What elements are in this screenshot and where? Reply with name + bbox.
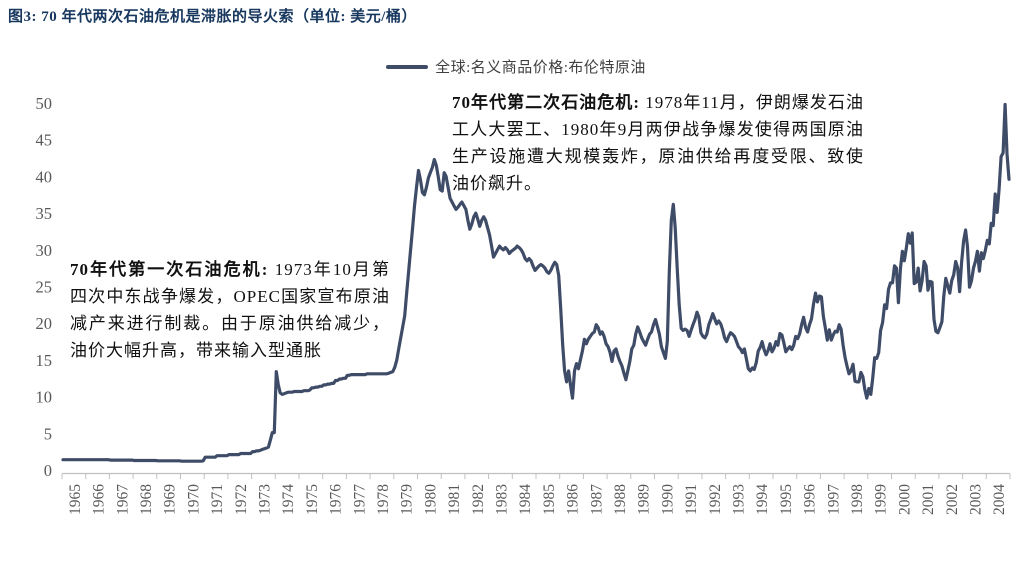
x-axis-label: 1992	[707, 484, 724, 515]
x-axis-label: 1985	[541, 484, 558, 515]
y-axis-label: 25	[36, 278, 53, 297]
legend-label: 全球:名义商品价格:布伦特原油	[435, 60, 646, 76]
x-axis-label: 1987	[588, 484, 605, 515]
x-axis-label: 1995	[778, 484, 795, 515]
x-axis-label: 1979	[399, 484, 416, 515]
x-axis-label: 1972	[233, 484, 250, 515]
x-axis-label: 1975	[304, 484, 321, 515]
annotation-second-oil-crisis: 70年代第二次石油危机: 1978年11月，伊朗爆发石油工人大罢工、1980年9…	[452, 89, 864, 197]
x-axis-label: 1966	[91, 484, 108, 515]
y-axis-label: 35	[36, 204, 53, 223]
x-axis-label: 1996	[802, 484, 819, 515]
x-axis-label: 1978	[375, 484, 392, 515]
legend-line-swatch	[386, 64, 429, 69]
legend: 全球:名义商品价格:布伦特原油	[0, 56, 1032, 77]
x-axis-label: 1986	[565, 484, 582, 515]
x-axis-label: 1970	[185, 484, 202, 515]
x-axis-label: 1991	[683, 484, 700, 515]
annotation-second-body: 1978年11月，伊朗爆发石油工人大罢工、1980年9月两伊战争爆发使得两国原油…	[452, 93, 864, 193]
x-axis-label: 1998	[849, 484, 866, 515]
x-axis-label: 1967	[114, 484, 131, 515]
y-axis-label: 30	[36, 241, 53, 260]
annotation-first-oil-crisis: 70年代第一次石油危机: 1973年10月第四次中东战争爆发，OPEC国家宣布原…	[70, 256, 390, 364]
x-axis-label: 1984	[517, 484, 534, 515]
x-axis-label: 1988	[612, 484, 629, 515]
annotation-first-lead: 70年代第一次石油危机:	[70, 260, 269, 279]
x-axis-label: 1969	[162, 484, 179, 515]
x-axis-label: 1977	[351, 484, 368, 515]
annotation-second-lead: 70年代第二次石油危机:	[452, 93, 640, 112]
y-axis-label: 0	[44, 461, 52, 480]
brent-price-series-line	[61, 102, 1011, 463]
x-axis-label: 1982	[470, 484, 487, 515]
x-axis-label: 1997	[825, 484, 842, 515]
x-axis-label: 1965	[67, 484, 84, 515]
y-axis-label: 45	[36, 131, 53, 150]
y-axis-label: 10	[36, 388, 53, 407]
x-axis-label: 1999	[873, 484, 890, 515]
figure-title: 图3: 70 年代两次石油危机是滞胀的导火索（单位: 美元/桶）	[8, 9, 417, 25]
x-axis-label: 1983	[493, 484, 510, 515]
x-axis-label: 1990	[659, 484, 676, 515]
x-axis-label: 1976	[328, 484, 345, 515]
x-axis-label: 1968	[138, 484, 155, 515]
x-axis-label: 1981	[446, 484, 463, 515]
x-axis-label: 2002	[944, 484, 961, 515]
x-axis-label: 2001	[920, 484, 937, 515]
x-axis-label: 1971	[209, 484, 226, 515]
x-axis-label: 2000	[896, 484, 913, 515]
x-axis-label: 1994	[754, 484, 771, 515]
y-axis-label: 15	[36, 351, 53, 370]
x-axis-label: 2004	[991, 484, 1008, 515]
y-axis-label: 20	[36, 314, 53, 333]
y-axis-label: 5	[44, 424, 52, 443]
annotation-first-body: 1973年10月第四次中东战争爆发，OPEC国家宣布原油减产来进行制裁。由于原油…	[70, 260, 390, 360]
x-axis-label: 1973	[256, 484, 273, 515]
x-axis-label: 2003	[967, 484, 984, 515]
x-axis-label: 1989	[636, 484, 653, 515]
y-axis-label: 50	[36, 94, 53, 113]
x-axis-label: 1974	[280, 484, 297, 515]
x-axis-label: 1980	[422, 484, 439, 515]
x-axis-label: 1993	[730, 484, 747, 515]
y-axis-label: 40	[36, 167, 53, 186]
